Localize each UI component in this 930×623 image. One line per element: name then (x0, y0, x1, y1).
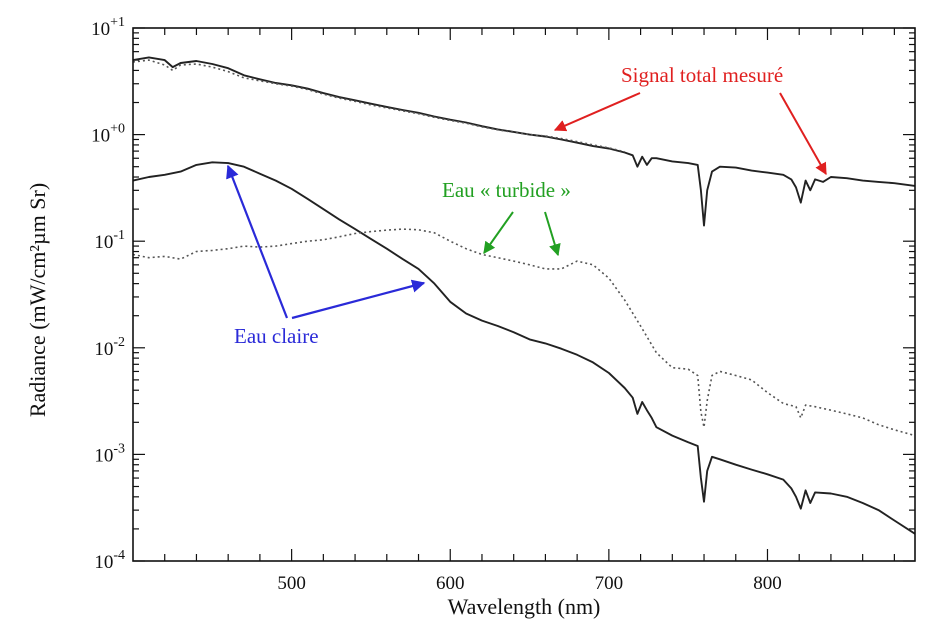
series-line-clear-water (132, 161, 916, 535)
annotation-clear-water: Eau claire (234, 324, 319, 348)
plot-frame (132, 27, 916, 562)
tick-labels: 500 600 700 800 10+1 10+0 10-1 10-2 10-3 10-4 (91, 15, 782, 594)
x-tick-label: 800 (753, 573, 782, 594)
annotation-arrow-clear-2 (291, 279, 426, 320)
y-tick-label: 10-2 (94, 335, 125, 360)
annotation-arrow-signal-2 (779, 92, 827, 176)
annotation-arrow-signal-1 (553, 92, 641, 132)
annotation-arrow-turbid-1 (483, 211, 514, 254)
x-axis-title: Wavelength (nm) (448, 594, 601, 619)
y-tick-label: 10-1 (94, 228, 125, 253)
annotation-signal-total: Signal total mesuré (621, 63, 783, 87)
y-tick-label: 10+1 (91, 15, 125, 40)
series-layer (132, 56, 916, 535)
x-tick-label: 600 (436, 573, 465, 594)
y-tick-label: 10-3 (94, 441, 125, 466)
annotation-arrow-turbid-2 (544, 211, 561, 257)
y-tick-label: 10-4 (94, 548, 125, 573)
series-line-total-solid (132, 56, 916, 227)
annotation-turbid-water: Eau « turbide » (442, 178, 571, 202)
x-tick-label: 500 (277, 573, 306, 594)
annotation-arrow-clear-1 (226, 164, 289, 319)
x-tick-label: 700 (595, 573, 624, 594)
y-tick-label: 10+0 (91, 122, 125, 147)
axis-ticks (133, 27, 915, 562)
y-axis-title: Radiance (mW/cm²µm Sr) (25, 183, 50, 417)
